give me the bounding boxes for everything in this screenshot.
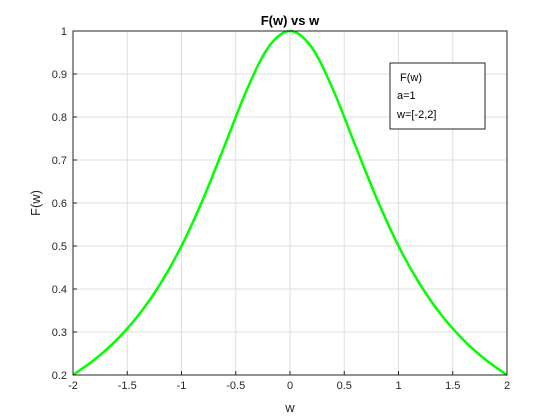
y-tick-label: 1 — [61, 26, 67, 38]
y-tick-label: 0.5 — [52, 241, 67, 253]
legend-entry-function: F(w) — [400, 72, 422, 84]
x-tick-label: -1 — [177, 380, 187, 392]
y-axis-label: F(w) — [28, 190, 43, 216]
axis-ticks: -2 -1.5 -1 -0.5 0 0.5 1 1.5 2 0.2 0.3 0.4 0.5 0.6 0.7 0… — [52, 26, 510, 392]
y-tick-label: 0.8 — [52, 112, 67, 124]
y-tick-label: 0.6 — [52, 198, 67, 210]
x-tick-label: 1 — [395, 380, 401, 392]
y-tick-label: 0.4 — [52, 284, 67, 296]
y-tick-label: 0.7 — [52, 155, 67, 167]
x-tick-label: -2 — [68, 380, 78, 392]
x-axis-label: w — [284, 400, 295, 415]
x-tick-label: -1.5 — [118, 380, 137, 392]
chart-title: F(w) vs w — [261, 13, 320, 28]
x-tick-label: 1.5 — [445, 380, 460, 392]
x-tick-label: 0 — [287, 380, 293, 392]
y-tick-label: 0.3 — [52, 327, 67, 339]
legend-entry-parameter: a=1 — [397, 90, 416, 102]
x-tick-label: -0.5 — [226, 380, 245, 392]
x-tick-label: 0.5 — [337, 380, 352, 392]
legend-box — [389, 62, 486, 130]
legend-entry-range: w=[-2,2] — [396, 109, 436, 121]
legend: F(w) a=1 w=[-2,2] — [389, 62, 486, 130]
y-tick-label: 0.2 — [52, 370, 67, 382]
x-tick-label: 2 — [504, 380, 510, 392]
y-tick-label: 0.9 — [52, 69, 67, 81]
